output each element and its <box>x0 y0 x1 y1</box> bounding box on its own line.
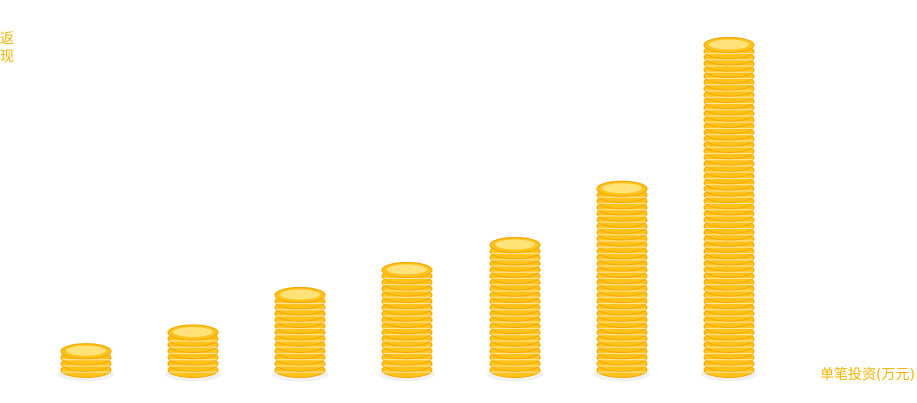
coin-stack-bar <box>379 262 435 382</box>
coin-stack-bar <box>487 237 543 382</box>
coin-stack-bar <box>165 324 221 382</box>
y-axis-label: 返现 <box>0 31 14 65</box>
coin-stack-bar <box>58 343 114 382</box>
coin-stack-bar <box>701 37 757 382</box>
x-axis-label: 单笔投资(万元) <box>820 367 915 383</box>
coin-stack-bar <box>272 287 328 382</box>
coin-stack-bar <box>594 180 650 382</box>
